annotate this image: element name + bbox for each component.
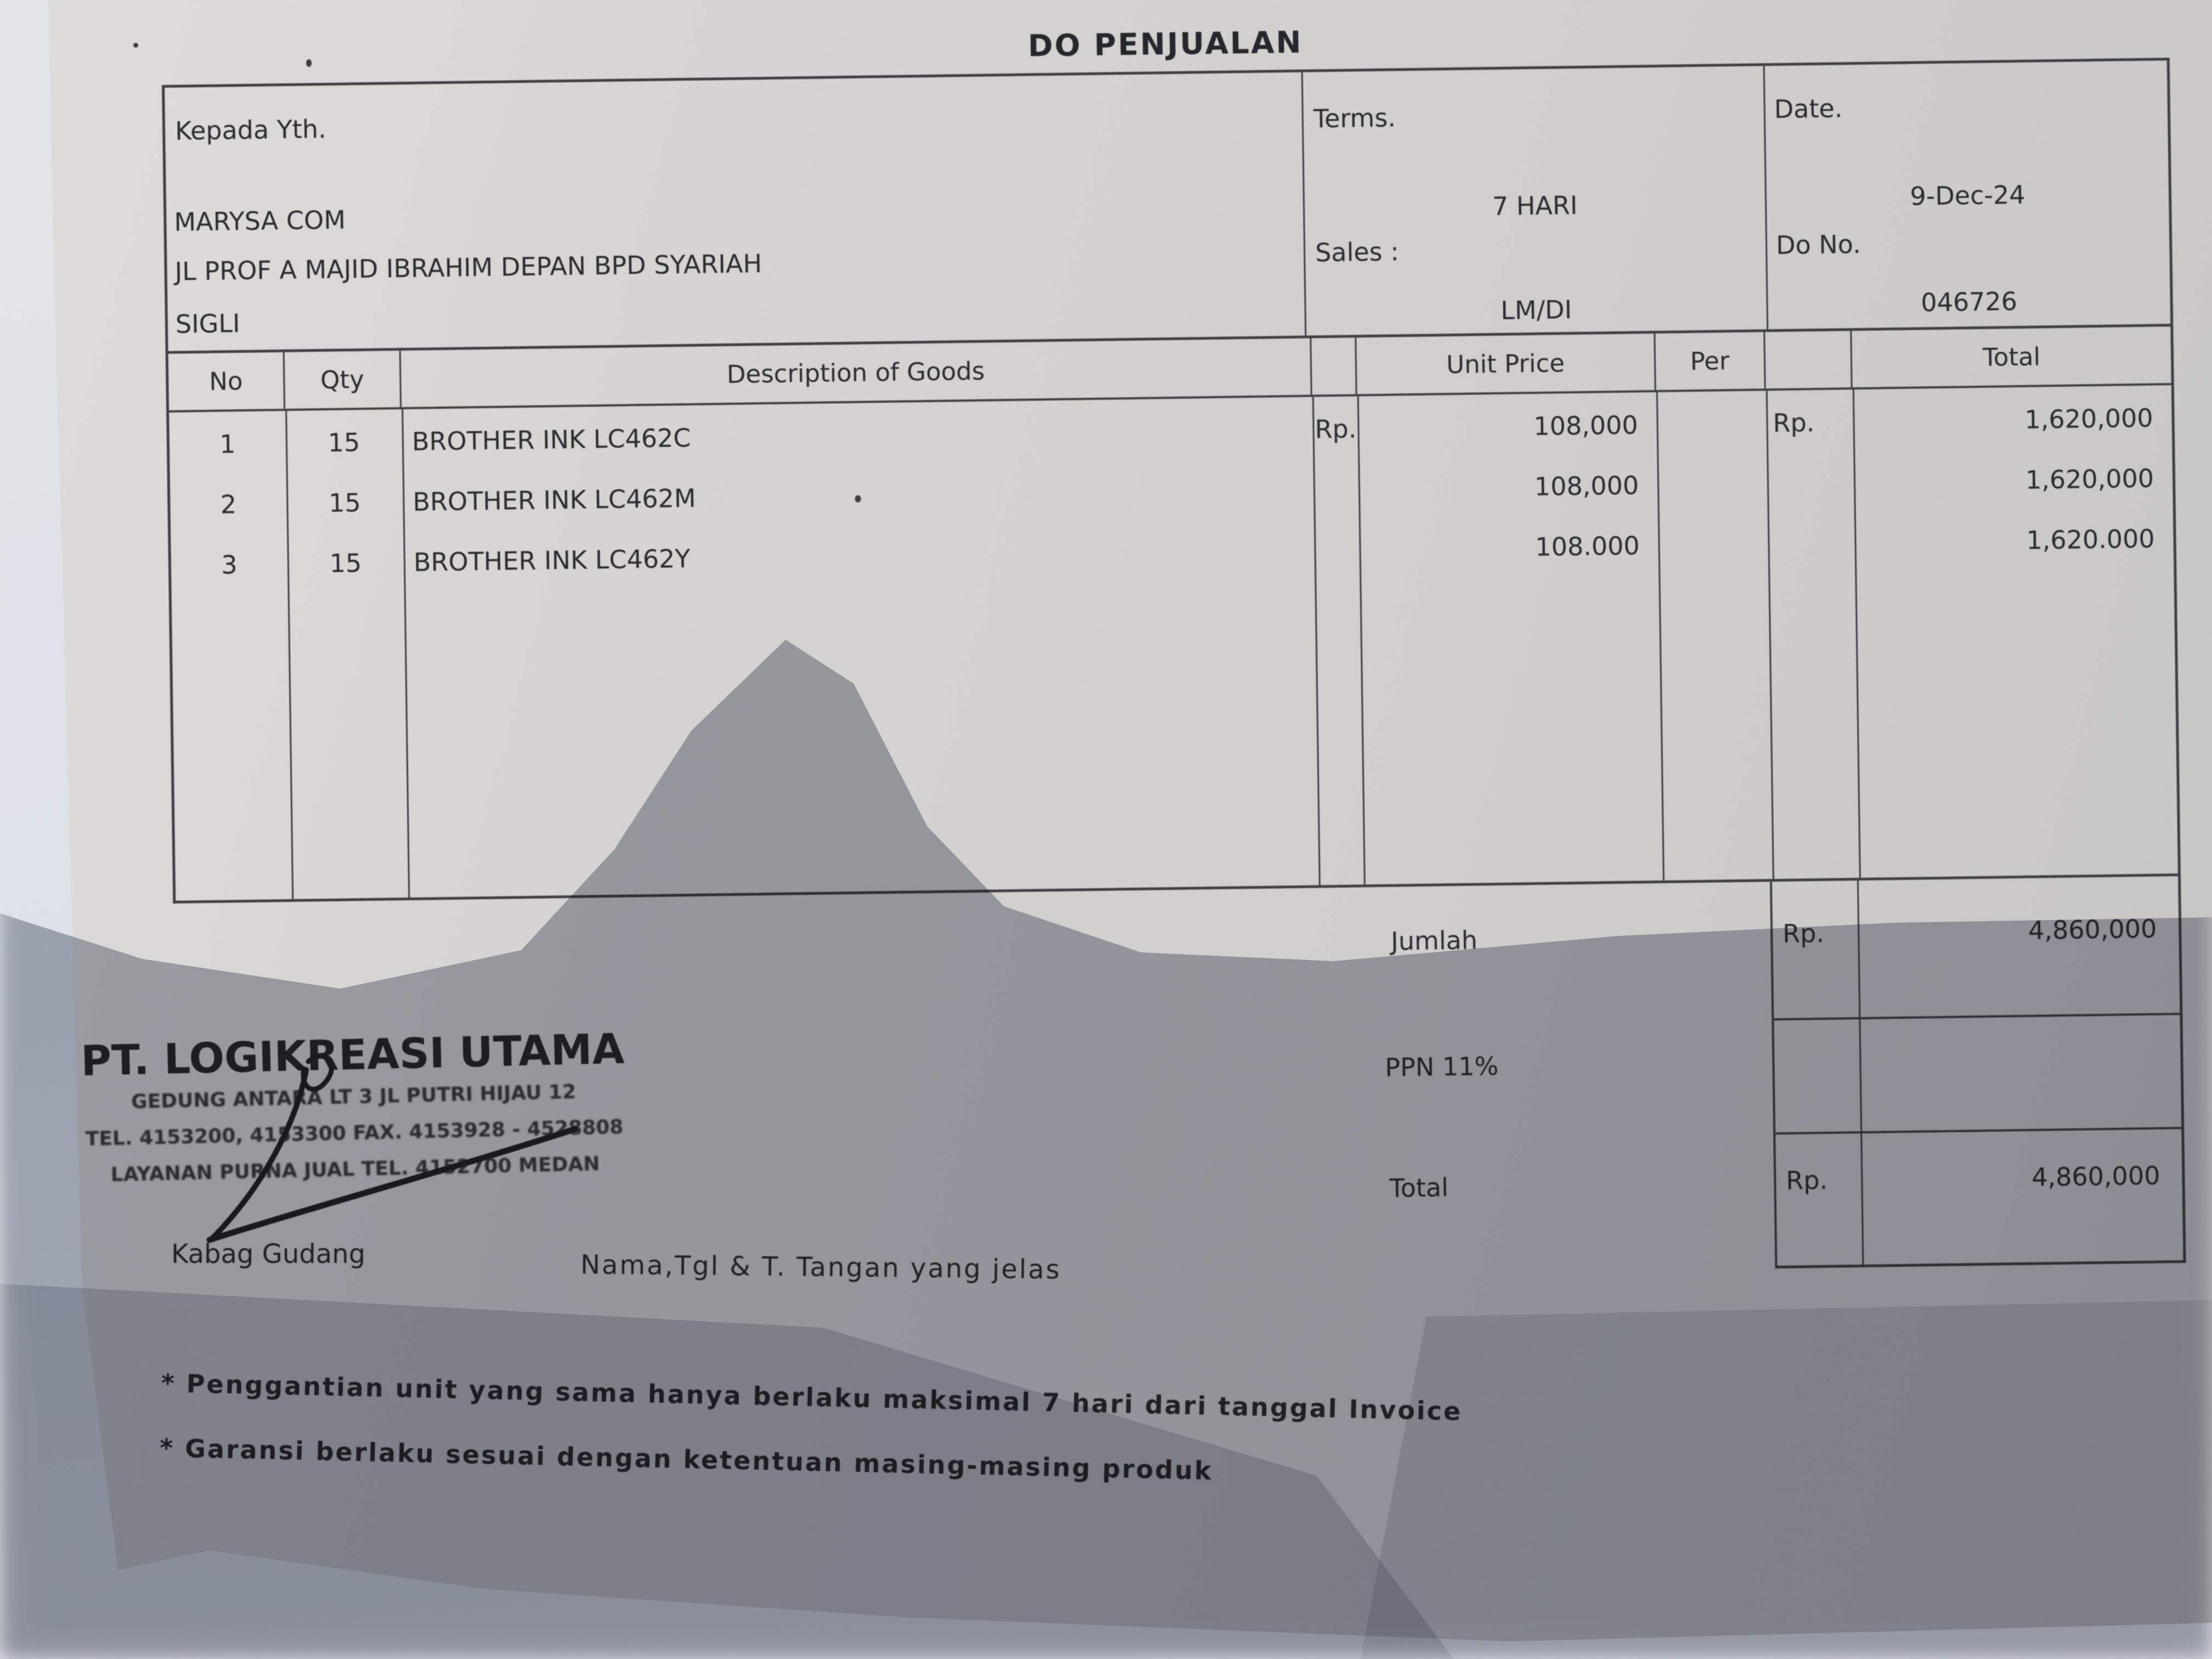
header-no: No [168, 352, 286, 410]
sales-value: LM/DI [1500, 295, 1572, 325]
jumlah-value: 4,860,000 [2028, 913, 2157, 945]
item-total-currency: Rp. [1773, 408, 1815, 438]
header-per: Per [1655, 332, 1766, 390]
terms-value: 7 HARI [1492, 190, 1578, 222]
ppn-value [1867, 1041, 2158, 1045]
item-per [1657, 423, 1767, 425]
customer-cell: Kepada Yth. MARYSA COM JL PROF A MAJID I… [165, 72, 1307, 351]
item-unit-price: 108,000 [1534, 470, 1639, 502]
ppn-label: PPN 11% [1385, 1051, 1499, 1082]
header-description: Description of Goods [400, 338, 1312, 408]
item-unit-price: 108,000 [1533, 410, 1639, 442]
signature-scribble [206, 1053, 578, 1243]
items-area: 1 15 BROTHER INK LC462C Rp. 108,000 Rp. … [166, 385, 2181, 904]
total-currency: Rp. [1786, 1165, 1828, 1195]
date-cell: Date. 9-Dec-24 Do No. 046726 [1765, 60, 2170, 329]
item-total-currency [1767, 482, 1854, 483]
jumlah-label: Jumlah [1391, 925, 1478, 956]
terms-label: Terms. [1313, 103, 1396, 134]
item-total-currency [1768, 543, 1855, 544]
signature-left-label: Kabag Gudang [171, 1239, 366, 1269]
item-no: 3 [221, 550, 238, 580]
total-label: Total [1389, 1172, 1449, 1203]
item-per [1657, 483, 1767, 485]
total-value: 4,860,000 [2031, 1160, 2160, 1192]
item-qty: 15 [329, 548, 362, 578]
customer-label: Kepada Yth. [174, 114, 326, 146]
header-unit-price: Unit Price [1356, 333, 1656, 394]
header-total: Total [1982, 342, 2041, 372]
customer-name: MARYSA COM [174, 205, 346, 237]
stray-mark [133, 43, 138, 48]
item-description: BROTHER INK LC462Y [413, 543, 691, 577]
summary-divider-line [1857, 881, 1864, 1265]
item-no: 2 [220, 489, 237, 520]
item-total: 1,620,000 [2024, 403, 2153, 435]
stray-mark [306, 59, 312, 67]
header-qty: Qty [284, 351, 402, 409]
sales-label: Sales : [1314, 236, 1400, 268]
stray-mark [855, 495, 861, 503]
do-no-label: Do No. [1775, 229, 1861, 260]
item-description: BROTHER INK LC462C [411, 422, 691, 456]
item-qty: 15 [328, 427, 360, 458]
jumlah-currency: Rp. [1782, 918, 1825, 949]
customer-city: SIGLI [175, 308, 240, 339]
signature-right-label: Nama,Tgl & T. Tangan yang jelas [580, 1249, 1062, 1285]
item-no: 1 [219, 429, 236, 459]
summary-box: Rp. 4,860,000 Rp. 4,860,000 [1770, 876, 2186, 1269]
terms-cell: Terms. 7 HARI Sales : LM/DI [1302, 66, 1769, 336]
summary-hline [1774, 1013, 2180, 1021]
do-no-value: 046726 [1921, 286, 2018, 318]
item-total: 1,620,000 [2025, 463, 2154, 495]
date-value: 9-Dec-24 [1910, 179, 2025, 211]
item-currency [1314, 549, 1359, 550]
summary-hline [1775, 1127, 2182, 1135]
item-qty: 15 [328, 488, 362, 518]
header-currency-spacer-2 [1765, 331, 1853, 389]
item-per [1658, 544, 1768, 545]
item-unit-price: 108.000 [1535, 531, 1640, 562]
info-section: Kepada Yth. MARYSA COM JL PROF A MAJID I… [162, 58, 2174, 351]
customer-address: JL PROF A MAJID IBRAHIM DEPAN BPD SYARIA… [174, 249, 763, 286]
date-label: Date. [1774, 93, 1843, 124]
item-currency: Rp. [1314, 414, 1357, 444]
item-total: 1,620.000 [2026, 523, 2155, 555]
footer-notes: * Penggantian unit yang sama hanya berla… [159, 1351, 1463, 1509]
header-currency-spacer [1311, 337, 1357, 395]
